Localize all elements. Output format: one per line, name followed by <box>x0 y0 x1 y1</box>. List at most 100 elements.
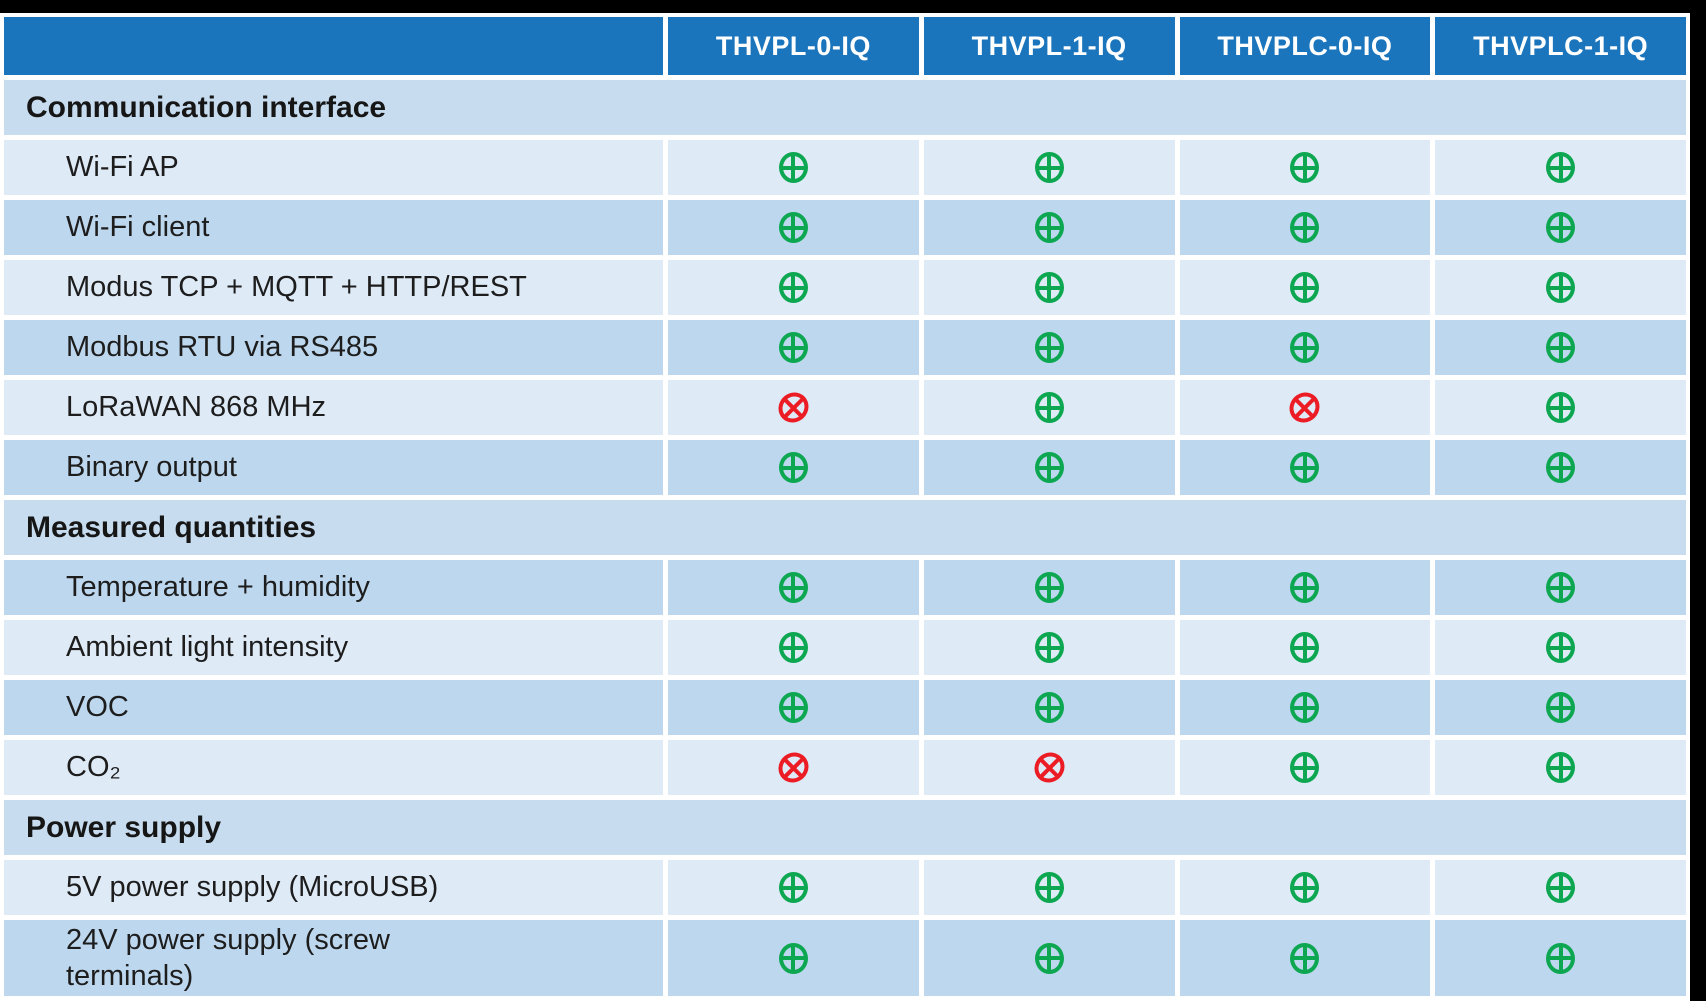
included-icon <box>778 272 808 303</box>
availability-cell <box>668 860 919 915</box>
availability-cell <box>1179 200 1431 255</box>
availability-cell <box>1179 140 1431 195</box>
feature-row: 24V power supply (screw terminals) <box>4 920 1686 996</box>
excluded-icon <box>772 746 815 789</box>
feature-label: VOC <box>4 680 663 735</box>
availability-cell <box>1179 380 1431 435</box>
availability-cell <box>1435 680 1686 735</box>
header-blank-cell <box>4 17 663 75</box>
availability-cell <box>923 740 1175 795</box>
included-icon <box>1546 212 1576 243</box>
section-title: Measured quantities <box>4 500 1686 555</box>
included-icon <box>1290 452 1320 483</box>
included-icon <box>778 692 808 723</box>
included-icon <box>1290 572 1320 603</box>
included-icon <box>1546 452 1576 483</box>
included-icon <box>1546 392 1576 423</box>
included-icon <box>778 632 808 663</box>
availability-cell <box>668 260 919 315</box>
feature-row: Wi-Fi AP <box>4 140 1686 195</box>
availability-cell <box>923 320 1175 375</box>
included-icon <box>1034 392 1064 423</box>
availability-cell <box>923 200 1175 255</box>
feature-row: Modbus RTU via RS485 <box>4 320 1686 375</box>
included-icon <box>1034 942 1064 974</box>
availability-cell <box>923 140 1175 195</box>
availability-cell <box>1435 740 1686 795</box>
column-header: THVPLC-1-IQ <box>1435 17 1686 75</box>
availability-cell <box>1435 620 1686 675</box>
availability-cell <box>1435 200 1686 255</box>
availability-cell <box>668 620 919 675</box>
included-icon <box>1546 692 1576 723</box>
section-title: Power supply <box>4 800 1686 855</box>
excluded-icon <box>772 386 815 429</box>
availability-cell <box>668 380 919 435</box>
availability-cell <box>923 380 1175 435</box>
availability-cell <box>923 260 1175 315</box>
feature-label: Wi-Fi client <box>4 200 663 255</box>
feature-label: Modbus RTU via RS485 <box>4 320 663 375</box>
included-icon <box>778 942 808 974</box>
comparison-table: THVPL-0-IQ THVPL-1-IQ THVPLC-0-IQ THVPLC… <box>0 13 1690 1001</box>
availability-cell <box>923 440 1175 495</box>
column-header: THVPLC-0-IQ <box>1179 17 1431 75</box>
included-icon <box>1290 872 1320 903</box>
feature-label: 5V power supply (MicroUSB) <box>4 860 663 915</box>
included-icon <box>778 572 808 603</box>
feature-row: Wi-Fi client <box>4 200 1686 255</box>
availability-cell <box>668 680 919 735</box>
feature-row: Temperature + humidity <box>4 560 1686 615</box>
feature-label: 24V power supply (screw terminals) <box>4 920 663 996</box>
included-icon <box>1034 152 1064 183</box>
feature-label: Modus TCP + MQTT + HTTP/REST <box>4 260 663 315</box>
included-icon <box>1034 212 1064 243</box>
availability-cell <box>1435 560 1686 615</box>
included-icon <box>1546 942 1576 974</box>
included-icon <box>1034 632 1064 663</box>
included-icon <box>778 152 808 183</box>
included-icon <box>1290 752 1320 783</box>
included-icon <box>778 872 808 903</box>
feature-row: LoRaWAN 868 MHz <box>4 380 1686 435</box>
availability-cell <box>1179 560 1431 615</box>
availability-cell <box>1179 920 1431 996</box>
included-icon <box>1290 272 1320 303</box>
excluded-icon <box>1027 746 1071 789</box>
availability-cell <box>1435 860 1686 915</box>
availability-cell <box>668 560 919 615</box>
availability-cell <box>1179 440 1431 495</box>
included-icon <box>1290 152 1320 183</box>
included-icon <box>1034 272 1064 303</box>
availability-cell <box>1179 260 1431 315</box>
availability-cell <box>1179 620 1431 675</box>
feature-label: LoRaWAN 868 MHz <box>4 380 663 435</box>
feature-label: Ambient light intensity <box>4 620 663 675</box>
section-title: Communication interface <box>4 80 1686 135</box>
availability-cell <box>668 740 919 795</box>
availability-cell <box>1179 320 1431 375</box>
table-body: Communication interface Wi-Fi AP Wi-Fi c… <box>4 80 1686 996</box>
included-icon <box>778 212 808 243</box>
section-row: Measured quantities <box>4 500 1686 555</box>
section-row: Power supply <box>4 800 1686 855</box>
availability-cell <box>668 920 919 996</box>
availability-cell <box>1435 140 1686 195</box>
included-icon <box>1546 752 1576 783</box>
feature-row: Ambient light intensity <box>4 620 1686 675</box>
included-icon <box>1034 452 1064 483</box>
excluded-icon <box>1283 386 1327 429</box>
availability-cell <box>1179 740 1431 795</box>
feature-row: CO₂ <box>4 740 1686 795</box>
feature-row: VOC <box>4 680 1686 735</box>
availability-cell <box>668 140 919 195</box>
included-icon <box>1290 942 1320 974</box>
included-icon <box>1546 572 1576 603</box>
availability-cell <box>668 440 919 495</box>
included-icon <box>1546 872 1576 903</box>
column-header: THVPL-0-IQ <box>668 17 919 75</box>
availability-cell <box>923 680 1175 735</box>
availability-cell <box>1435 260 1686 315</box>
included-icon <box>1034 872 1064 903</box>
availability-cell <box>1435 380 1686 435</box>
